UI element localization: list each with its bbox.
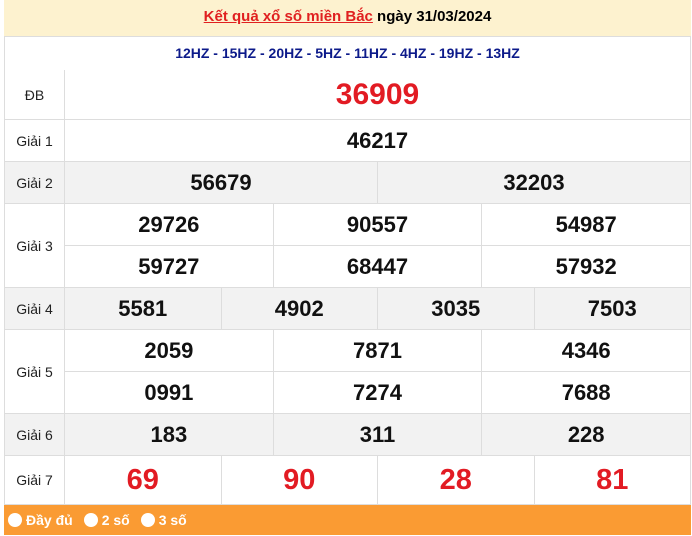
prize-number: 32203 [377, 162, 690, 203]
prize-number: 7503 [533, 288, 691, 329]
prize-label: Giải 2 [5, 162, 65, 203]
prize-row: ĐB 36909 [4, 70, 691, 120]
prize-number: 59727 [138, 253, 200, 279]
prize-row: Giải 4 5581 4902 3035 7503 [4, 288, 691, 330]
prize-label: Giải 4 [5, 288, 65, 329]
option-label: 3 số [158, 512, 187, 528]
prize-row: Giải 5 2059 7871 4346 0991 7274 7688 [4, 330, 691, 414]
prize-row: Giải 3 29726 90557 54987 59727 68447 57932 [4, 204, 691, 288]
prize-row: Giải 7 69 90 28 81 [4, 456, 691, 505]
option-3-digits[interactable]: 3 số [140, 512, 187, 528]
display-options-bar: Đầy đủ 2 số 3 số [4, 505, 691, 535]
radio-icon[interactable] [140, 513, 155, 527]
prize-label: Giải 7 [5, 456, 65, 504]
prize-row: Giải 6 183 311 228 [4, 414, 691, 456]
prize-number: 7274 [272, 372, 482, 413]
prize-number: 3035 [377, 288, 534, 329]
prize-number: 0991 [144, 379, 194, 405]
prize-row: Giải 2 56679 32203 [4, 162, 691, 204]
option-2-digits[interactable]: 2 số [83, 512, 130, 528]
prize-number: 5581 [118, 295, 168, 321]
prize-number: 68447 [272, 246, 482, 287]
prize-codes: 12HZ - 15HZ - 20HZ - 5HZ - 11HZ - 4HZ - … [4, 37, 691, 70]
prize-number: 7871 [272, 330, 482, 371]
prize-number: 311 [272, 414, 482, 455]
prize-number: 81 [533, 456, 691, 504]
prize-label: Giải 3 [5, 204, 65, 287]
prize-label: Giải 5 [5, 330, 65, 413]
prize-number: 7688 [481, 372, 690, 413]
prize-number: 2059 [144, 337, 194, 363]
prize-number: 28 [377, 456, 534, 504]
prize-number: 90 [220, 456, 378, 504]
option-full[interactable]: Đầy đủ [8, 512, 73, 528]
prize-number: 56679 [190, 169, 252, 195]
prize-number: 46217 [346, 127, 409, 153]
radio-icon[interactable] [8, 513, 22, 527]
prize-number: 36909 [335, 77, 420, 111]
prize-number: 57932 [481, 246, 690, 287]
prize-number: 69 [126, 463, 159, 496]
prize-row: Giải 1 46217 [4, 120, 691, 162]
prize-number: 54987 [481, 204, 690, 245]
prize-label: ĐB [5, 70, 65, 119]
prize-label: Giải 1 [5, 120, 65, 161]
title-link[interactable]: Kết quả xổ số miền Bắc [203, 8, 373, 25]
option-label: 2 số [101, 512, 130, 528]
prize-number: 183 [150, 421, 188, 447]
prize-number: 29726 [138, 211, 200, 237]
radio-icon[interactable] [83, 513, 98, 527]
title-date: ngày 31/03/2024 [372, 8, 492, 25]
prize-number: 4346 [481, 330, 690, 371]
option-label: Đầy đủ [26, 512, 73, 528]
prize-number: 4902 [220, 288, 378, 329]
prize-label: Giải 6 [5, 414, 65, 455]
prize-number: 228 [481, 414, 690, 455]
result-title: Kết quả xổ số miền Bắc ngày 31/03/2024 [4, 0, 691, 37]
prize-number: 90557 [272, 204, 482, 245]
